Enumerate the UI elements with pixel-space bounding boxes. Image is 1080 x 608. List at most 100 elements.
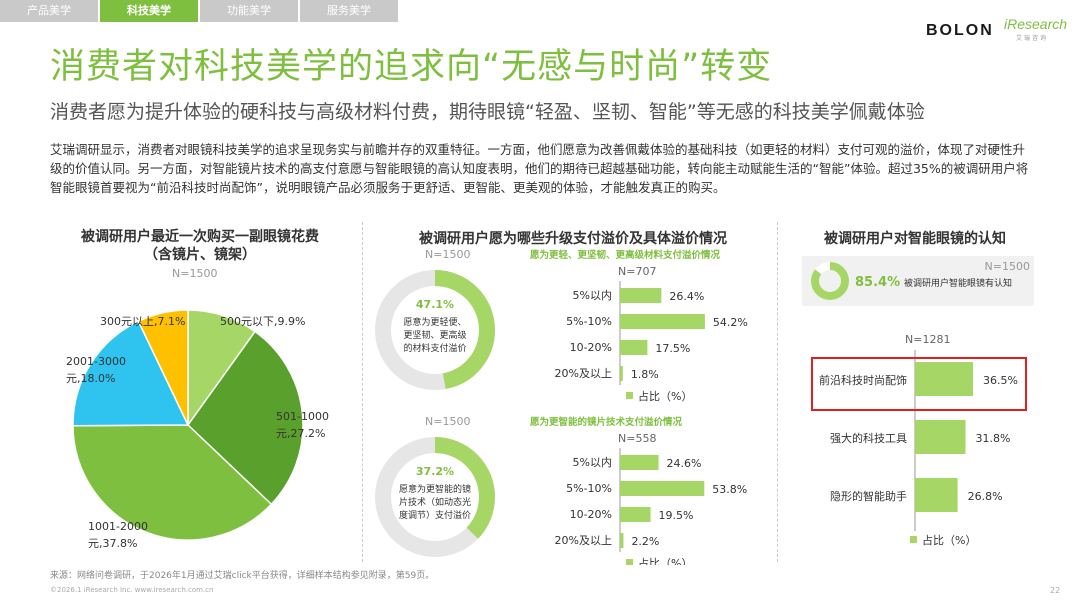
tab-service-aesthetics[interactable]: 服务美学 — [300, 0, 398, 22]
legend-label: 占比（%） — [638, 389, 692, 403]
section-tabs: 产品美学 科技美学 功能美学 服务美学 — [0, 0, 400, 22]
column-divider — [362, 222, 363, 562]
pie-slice — [187, 309, 257, 428]
pie-slice — [137, 309, 189, 426]
bar-value-label: 17.5% — [655, 342, 690, 355]
bar-value-label: 26.8% — [968, 490, 1003, 503]
bar-category-label: 前沿科技时尚配饰 — [819, 373, 907, 387]
pie-slice-label-value: 元,27.2% — [276, 427, 325, 440]
pie-slice-label: 500元以下,9.9% — [220, 315, 305, 328]
pie-sample-size: N=1500 — [172, 267, 218, 280]
bar-value-label: 2.2% — [631, 535, 659, 548]
tab-tech-aesthetics[interactable]: 科技美学 — [100, 0, 198, 22]
bar-group-header: 愿为更智能的镜片技术支付溢价情况 — [530, 416, 683, 428]
bar-category-label: 20%及以上 — [555, 534, 612, 547]
pie-slice-label: 501-1000 — [276, 410, 329, 423]
bar — [915, 420, 966, 454]
legend-swatch — [910, 536, 917, 543]
cognition-chart-title: 被调研用户对智能眼镜的认知 — [824, 231, 1006, 247]
cognition-sample-size: N=1281 — [905, 333, 950, 346]
bar-group-sample-size: N=707 — [618, 265, 656, 278]
cognition-chart: N=1500 85.4% 被调研用户智能眼镜有认知 N=1281 前沿科技时尚配饰 36.… — [802, 256, 1034, 547]
bar-category-label: 强大的科技工具 — [830, 431, 907, 445]
donut-caption: 更坚韧、更高级 — [403, 329, 466, 341]
bar-category-label: 10-20% — [570, 341, 612, 354]
footer-source: 来源：网络问卷调研，于2026年1月通过艾瑞click平台获得，详细样本结构参见… — [50, 571, 435, 581]
donut-value-arc — [375, 437, 495, 557]
pie-chart-title: 被调研用户最近一次购买一副眼镜花费 （含镜片、镜架） — [50, 228, 350, 264]
bar — [620, 288, 662, 303]
bar-category-label: 5%-10% — [566, 315, 612, 328]
page-title: 消费者对科技美学的追求向“无感与时尚”转变 — [50, 47, 773, 87]
bar-group-header: 愿为更轻、更坚韧、更高级材料支付溢价情况 — [530, 249, 721, 261]
legend-label: 占比（%） — [638, 556, 692, 565]
pie-slice-label-value: 元,18.0% — [66, 372, 115, 385]
bar-category-label: 10-20% — [570, 508, 612, 521]
bar-category-label: 隐形的智能助手 — [830, 489, 907, 503]
column-divider — [777, 222, 778, 562]
pie-slice-label: 300元以上,7.1% — [100, 315, 185, 328]
tab-function-aesthetics[interactable]: 功能美学 — [200, 0, 298, 22]
bar-value-label: 19.5% — [659, 509, 694, 522]
bar-value-label: 54.2% — [713, 316, 748, 329]
donut-value-arc — [375, 270, 495, 390]
donut-percent: 47.1% — [416, 298, 454, 311]
pie-slice — [187, 330, 304, 506]
pie-slice-label: 1001-2000 — [88, 520, 148, 533]
bar-value-label: 26.4% — [669, 290, 704, 303]
bar — [620, 533, 624, 548]
bar — [620, 507, 651, 522]
donut-caption: 度调节）支付溢价 — [399, 509, 471, 521]
page-number: 22 — [1050, 586, 1061, 595]
bar-group-sample-size: N=558 — [618, 432, 656, 445]
bar-value-label: 36.5% — [983, 374, 1018, 387]
bar — [620, 366, 623, 381]
bar — [620, 481, 705, 496]
pie-slice — [72, 424, 273, 541]
legend-label: 占比（%） — [922, 533, 976, 547]
bar-category-label: 5%以内 — [573, 455, 612, 469]
bar-category-label: 5%-10% — [566, 482, 612, 495]
pie-slice-label-value: 元,37.8% — [88, 537, 137, 550]
donut-caption: 愿意为更轻便、 — [403, 316, 466, 328]
legend-swatch — [626, 559, 633, 565]
bar — [620, 340, 648, 355]
donut-caption: 愿意为更智能的镜 — [399, 483, 471, 495]
bar — [620, 314, 705, 329]
premium-sample-size: N=1500 — [425, 415, 470, 428]
donut-caption: 片技术（如动态光 — [399, 496, 471, 508]
bar-category-label: 5%以内 — [573, 288, 612, 302]
bar-value-label: 31.8% — [976, 432, 1011, 445]
awareness-box — [802, 256, 1034, 306]
intro-paragraph: 艾瑞调研显示，消费者对眼镜科技美学的追求呈现务实与前瞻并存的双重特征。一方面，他… — [50, 142, 1029, 195]
pie-slice-label: 2001-3000 — [66, 355, 126, 368]
pie-chart-title-line1: 被调研用户最近一次购买一副眼镜花费 — [81, 229, 319, 245]
legend-swatch — [626, 392, 633, 399]
bar — [915, 362, 973, 396]
awareness-percent: 85.4% — [855, 275, 900, 290]
bar — [620, 455, 659, 470]
pie-chart-title-line2: （含镜片、镜架） — [144, 247, 256, 263]
bar-value-label: 24.6% — [667, 457, 702, 470]
bar-value-label: 1.8% — [631, 368, 659, 381]
premium-sample-size: N=1500 — [425, 248, 470, 261]
awareness-sample-size: N=1500 — [985, 260, 1030, 273]
awareness-caption: 被调研用户智能眼镜有认知 — [904, 277, 1012, 289]
tab-product-aesthetics[interactable]: 产品美学 — [0, 0, 98, 22]
footer-copyright: ©2026.1 iResearch Inc. www.iresearch.com… — [50, 586, 214, 594]
pie-slice — [72, 320, 190, 427]
bar-value-label: 53.8% — [712, 483, 747, 496]
donut-caption: 的材料支付溢价 — [403, 342, 466, 354]
bar — [915, 478, 958, 512]
pie-chart: 500元以下,9.9% 501-1000 元,27.2% 1001-2000 元,37.… — [66, 309, 329, 550]
highlight-box — [811, 357, 1027, 411]
iresearch-logo: iResearch — [1004, 16, 1068, 32]
premium-chart-title: 被调研用户愿为哪些升级支付溢价及具体溢价情况 — [419, 231, 727, 247]
bolon-logo: BOLON — [926, 22, 994, 39]
page-subtitle: 消费者愿为提升体验的硬科技与高级材料付费，期待眼镜“轻盈、坚韧、智能”等无感的科… — [50, 101, 925, 123]
iresearch-logo-subtitle: 艾瑞咨询 — [1016, 35, 1049, 42]
awareness-donut-arc — [811, 262, 849, 300]
donut-percent: 37.2% — [416, 465, 454, 478]
bar-category-label: 20%及以上 — [555, 367, 612, 380]
